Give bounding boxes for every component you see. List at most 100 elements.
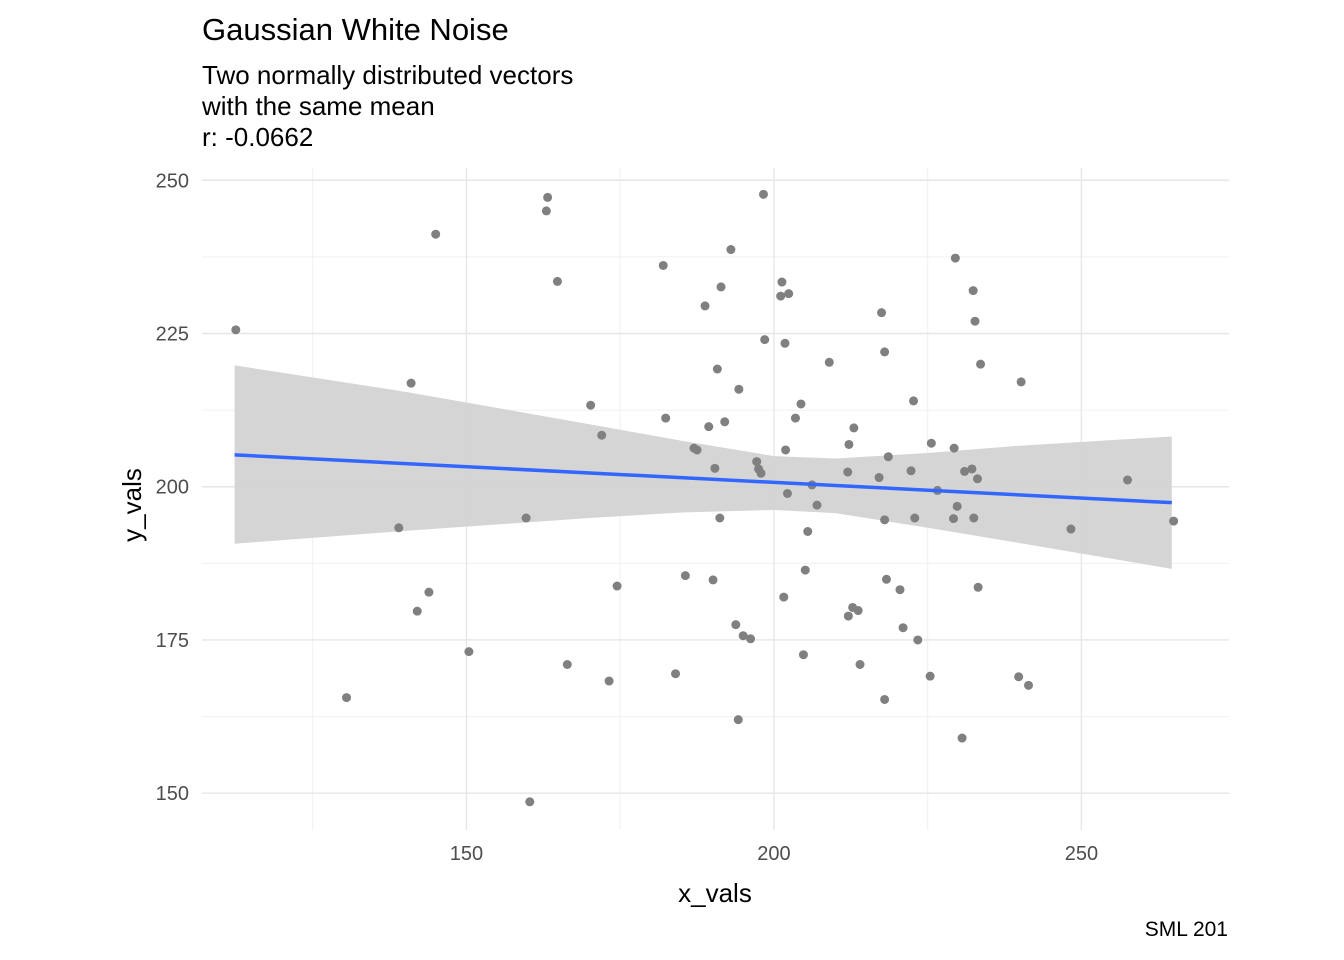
data-point: [586, 400, 596, 410]
data-point: [680, 571, 690, 581]
data-point: [692, 445, 702, 455]
data-point: [704, 422, 714, 432]
data-point: [1016, 377, 1026, 387]
data-point: [756, 468, 766, 478]
data-point: [803, 526, 813, 536]
data-point: [1014, 672, 1024, 682]
data-point: [798, 650, 808, 660]
x-axis-title: x_vals: [678, 878, 752, 908]
x-tick-label: 150: [450, 843, 483, 865]
data-point: [700, 301, 710, 311]
data-point: [758, 189, 768, 199]
data-point: [781, 445, 791, 455]
trend-line-layer: [234, 453, 1172, 505]
data-point: [874, 473, 884, 483]
data-point: [824, 357, 834, 367]
data-point: [784, 289, 794, 299]
data-point: [796, 399, 806, 409]
data-point: [720, 417, 730, 427]
data-point: [910, 513, 920, 523]
data-point: [895, 585, 905, 595]
y-tick-label: 150: [156, 783, 189, 805]
tick-labels: 150 200 250 150 175 200 225 250: [156, 170, 1098, 865]
data-point: [733, 715, 743, 725]
data-point: [431, 229, 441, 239]
data-point: [853, 606, 863, 616]
data-point: [424, 587, 434, 597]
data-point: [661, 413, 671, 423]
subtitle-line: with the same mean: [202, 91, 435, 121]
data-point: [406, 378, 416, 388]
data-point: [394, 523, 404, 533]
data-point: [855, 660, 865, 669]
data-point: [597, 430, 607, 440]
data-point: [849, 423, 859, 433]
x-tick-label: 250: [1065, 843, 1098, 865]
data-point: [231, 325, 241, 335]
subtitle-line: Two normally distributed vectors: [202, 60, 574, 90]
data-point: [464, 647, 474, 657]
data-point: [760, 335, 770, 345]
data-point: [782, 488, 792, 498]
data-point: [881, 574, 891, 584]
data-point: [731, 620, 741, 630]
data-point: [950, 253, 960, 263]
data-point: [812, 500, 822, 510]
data-point: [746, 634, 756, 644]
data-point: [960, 466, 970, 476]
data-point: [877, 308, 887, 318]
y-tick-label: 225: [156, 324, 189, 346]
data-point: [790, 413, 800, 423]
data-point: [952, 501, 962, 511]
data-point: [880, 694, 890, 704]
data-point: [913, 635, 923, 645]
data-point: [710, 463, 720, 473]
data-point: [843, 467, 853, 477]
data-point: [925, 671, 935, 681]
title-block: Gaussian White Noise Two normally distri…: [202, 12, 573, 153]
data-point: [541, 206, 551, 216]
subtitle-line: r: -0.0662: [202, 122, 314, 152]
data-point: [777, 277, 787, 287]
data-point: [844, 439, 854, 449]
data-point: [738, 631, 748, 641]
data-point: [1024, 680, 1034, 690]
data-point: [612, 581, 622, 591]
data-point: [968, 286, 978, 296]
confidence-ribbon: [234, 365, 1172, 569]
data-point: [976, 359, 986, 369]
y-tick-label: 250: [156, 170, 189, 192]
y-tick-label: 200: [156, 477, 189, 499]
data-point: [909, 396, 919, 406]
chart-caption: SML 201: [1144, 918, 1228, 941]
data-point: [1123, 475, 1133, 485]
data-point: [562, 660, 572, 669]
data-point: [712, 364, 722, 374]
y-tick-label: 175: [156, 630, 189, 652]
data-point: [412, 606, 422, 616]
data-point: [708, 575, 718, 585]
chart-title: Gaussian White Noise: [202, 12, 509, 47]
data-point: [967, 464, 977, 474]
trend-line: [234, 453, 1172, 505]
data-point: [521, 513, 531, 523]
data-point: [658, 260, 668, 270]
data-point: [776, 291, 786, 301]
data-point: [883, 452, 893, 462]
data-point: [949, 443, 959, 453]
data-point: [671, 669, 681, 679]
data-point: [604, 676, 614, 686]
data-point: [716, 282, 726, 292]
data-point: [779, 592, 789, 602]
data-point: [543, 192, 553, 202]
data-point: [1066, 524, 1076, 534]
data-point: [957, 733, 967, 743]
y-axis-title: y_vals: [117, 468, 147, 542]
data-point: [880, 347, 890, 357]
data-point: [880, 515, 890, 525]
data-point: [552, 276, 562, 286]
data-point: [898, 623, 908, 633]
data-point: [800, 565, 810, 575]
data-point: [906, 466, 916, 476]
